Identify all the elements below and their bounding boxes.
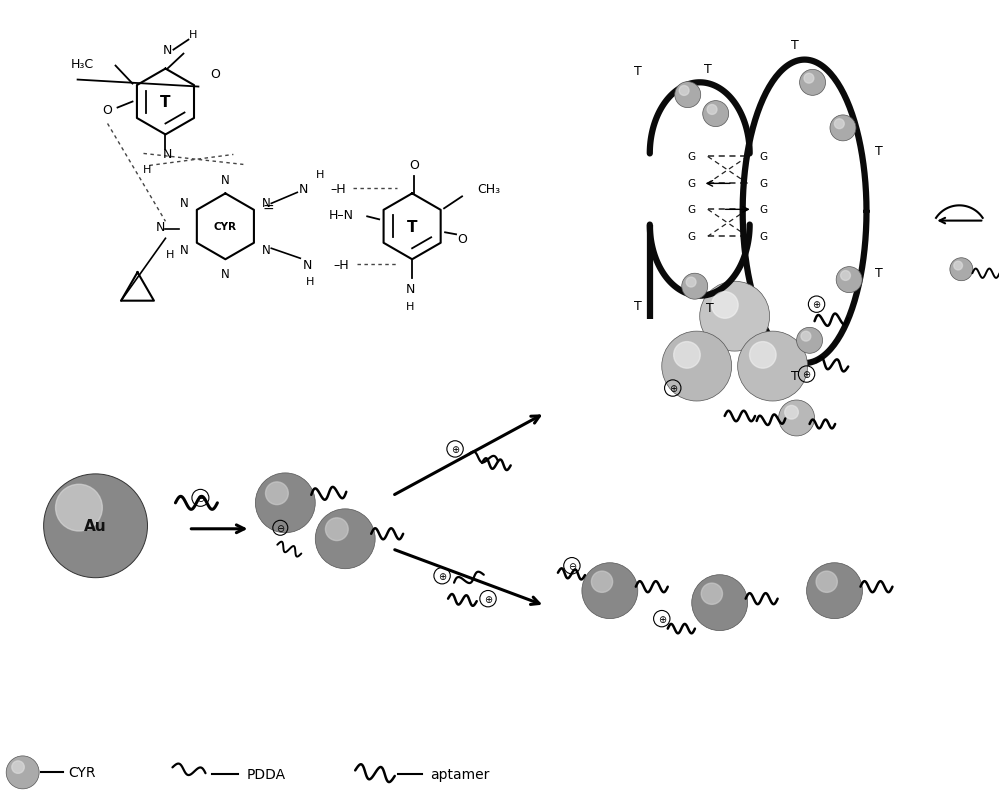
Circle shape	[841, 271, 850, 281]
Text: ⊕: ⊕	[669, 384, 677, 393]
Circle shape	[686, 278, 696, 288]
Circle shape	[807, 563, 862, 619]
Text: ⊕: ⊕	[438, 571, 446, 581]
Text: aptamer: aptamer	[430, 767, 489, 782]
Text: H: H	[306, 277, 314, 287]
Text: T: T	[875, 145, 882, 158]
Circle shape	[325, 518, 348, 541]
Circle shape	[315, 509, 375, 569]
Text: –H: –H	[333, 259, 349, 272]
Circle shape	[712, 292, 738, 319]
Text: T: T	[634, 300, 642, 313]
Circle shape	[44, 474, 147, 578]
Text: T: T	[160, 95, 171, 109]
Text: H: H	[406, 302, 414, 311]
Text: G: G	[688, 205, 696, 215]
Circle shape	[750, 342, 776, 369]
Circle shape	[591, 572, 613, 593]
Circle shape	[738, 332, 808, 401]
Circle shape	[56, 485, 102, 531]
Text: ⊕: ⊕	[812, 300, 821, 310]
Text: N: N	[180, 244, 189, 257]
Circle shape	[834, 120, 844, 130]
Text: O: O	[457, 233, 467, 246]
Circle shape	[785, 406, 798, 419]
Text: T: T	[791, 369, 798, 382]
Circle shape	[582, 563, 638, 619]
Text: N: N	[299, 182, 308, 195]
Circle shape	[954, 262, 963, 271]
Text: N: N	[303, 259, 312, 272]
Text: N: N	[221, 268, 230, 281]
Circle shape	[675, 83, 701, 109]
Text: ⊕: ⊕	[484, 594, 492, 604]
Circle shape	[816, 572, 837, 593]
Circle shape	[800, 71, 826, 97]
Circle shape	[707, 105, 717, 115]
Text: G: G	[688, 152, 696, 162]
Text: N: N	[262, 197, 270, 210]
Text: T: T	[704, 62, 712, 75]
Text: CYR: CYR	[214, 222, 237, 232]
Text: ⊕: ⊕	[451, 444, 459, 454]
Text: ⊖: ⊖	[568, 561, 576, 571]
Text: T: T	[875, 266, 882, 279]
Circle shape	[692, 575, 748, 631]
Text: N: N	[163, 44, 172, 57]
Text: H: H	[143, 165, 152, 175]
Text: H–N: H–N	[329, 208, 354, 221]
Circle shape	[703, 101, 729, 127]
Circle shape	[779, 401, 815, 436]
Text: H: H	[189, 29, 198, 40]
Circle shape	[679, 87, 689, 97]
Text: G: G	[688, 179, 696, 189]
Text: N: N	[180, 197, 189, 210]
Text: CH₃: CH₃	[477, 182, 500, 195]
Circle shape	[682, 274, 708, 300]
Text: G: G	[760, 152, 768, 162]
Text: T: T	[791, 39, 798, 52]
Text: T: T	[407, 220, 417, 234]
Circle shape	[12, 761, 24, 774]
Text: ⊖: ⊖	[196, 493, 204, 503]
Text: H: H	[166, 250, 175, 260]
Text: PDDA: PDDA	[246, 767, 285, 782]
Circle shape	[950, 259, 973, 281]
Circle shape	[662, 332, 732, 401]
Circle shape	[266, 483, 288, 505]
Text: O: O	[103, 104, 112, 117]
Circle shape	[830, 116, 856, 142]
Text: G: G	[760, 205, 768, 215]
Text: G: G	[760, 179, 768, 189]
Circle shape	[701, 583, 722, 604]
Text: H: H	[316, 170, 324, 180]
Text: ⊕: ⊕	[658, 614, 666, 624]
Circle shape	[801, 332, 811, 341]
Circle shape	[804, 74, 814, 84]
Text: ⊖: ⊖	[276, 523, 284, 533]
Circle shape	[255, 474, 315, 533]
Text: N: N	[262, 244, 270, 257]
Text: N: N	[156, 221, 165, 234]
Circle shape	[6, 756, 39, 789]
Text: N: N	[221, 174, 230, 187]
Text: Au: Au	[84, 519, 107, 534]
Circle shape	[797, 328, 823, 354]
Circle shape	[836, 268, 862, 294]
Text: N: N	[163, 148, 172, 161]
Text: T: T	[634, 65, 642, 78]
Circle shape	[700, 282, 770, 352]
Text: –H: –H	[330, 182, 346, 195]
Text: G: G	[760, 232, 768, 242]
Text: CYR: CYR	[69, 766, 96, 779]
Text: O: O	[409, 159, 419, 172]
Circle shape	[674, 342, 700, 369]
Text: T: T	[706, 302, 714, 315]
Text: G: G	[688, 232, 696, 242]
Text: H₃C: H₃C	[70, 58, 94, 71]
Text: =: =	[263, 202, 274, 216]
Text: O: O	[210, 68, 220, 81]
Text: ⊕: ⊕	[803, 370, 811, 380]
Text: N: N	[405, 282, 415, 295]
